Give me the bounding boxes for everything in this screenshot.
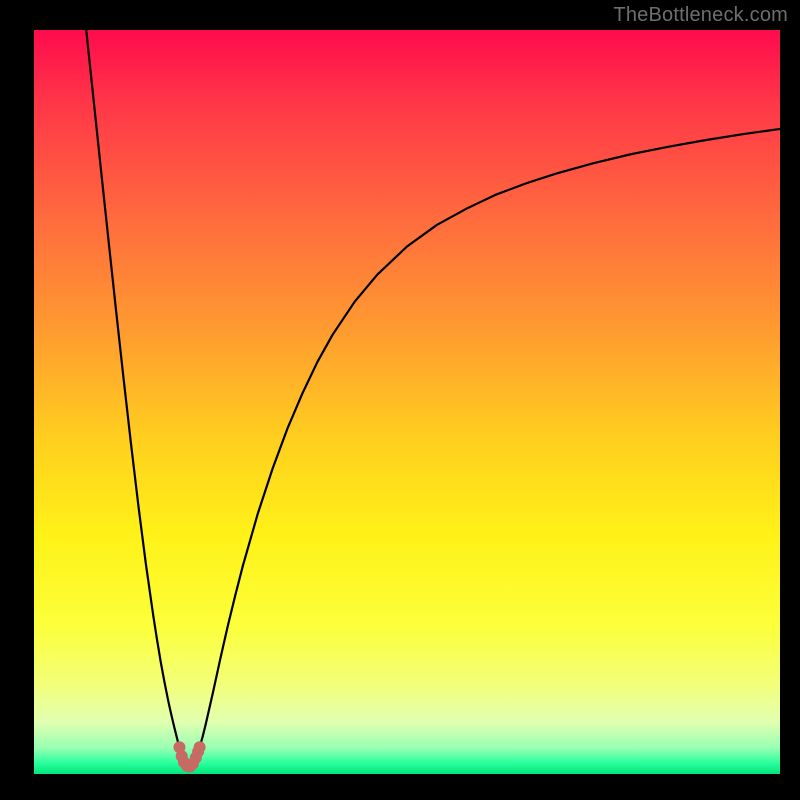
watermark-text: TheBottleneck.com xyxy=(613,4,788,27)
plot-area xyxy=(34,30,780,774)
gradient-background xyxy=(34,30,780,774)
chart-svg xyxy=(34,30,780,774)
marker-point xyxy=(194,742,205,753)
chart-container: TheBottleneck.com xyxy=(0,0,800,800)
